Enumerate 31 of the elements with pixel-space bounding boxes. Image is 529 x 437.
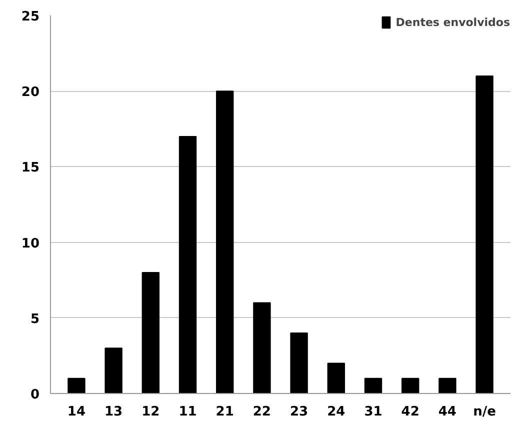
- bar: [68, 378, 86, 394]
- x-tick-label: 23: [290, 404, 308, 420]
- y-tick-label: 0: [30, 388, 40, 402]
- x-tick-label: n/e: [473, 404, 496, 420]
- x-tick-label: 44: [438, 404, 456, 420]
- bar: [253, 302, 271, 394]
- bar: [290, 332, 308, 394]
- x-tick-label: 12: [142, 404, 160, 420]
- x-tick-label: 22: [252, 404, 271, 420]
- y-tick-label: 20: [21, 85, 40, 100]
- y-tick-label: 5: [30, 312, 40, 327]
- x-tick-label: 11: [178, 404, 197, 420]
- bar: [476, 75, 494, 394]
- x-tick-label: 21: [216, 404, 234, 420]
- bar: [104, 348, 122, 394]
- bar: [216, 90, 234, 394]
- x-tick-label: 14: [67, 404, 86, 420]
- x-tick-label: 13: [104, 404, 123, 420]
- legend-label: Dentes envolvidos: [396, 16, 510, 28]
- x-tick-label: 42: [401, 404, 420, 420]
- bar: [178, 136, 197, 394]
- bar: [401, 378, 420, 394]
- bar: [142, 272, 160, 394]
- bar: [327, 362, 345, 394]
- bar: [364, 378, 382, 394]
- bar: [438, 378, 456, 394]
- x-tick-label: 24: [327, 404, 346, 420]
- y-tick-label: 15: [21, 160, 40, 176]
- y-tick-label: 10: [21, 236, 40, 252]
- x-tick-label: 31: [364, 404, 382, 420]
- y-tick-label: 25: [21, 10, 40, 24]
